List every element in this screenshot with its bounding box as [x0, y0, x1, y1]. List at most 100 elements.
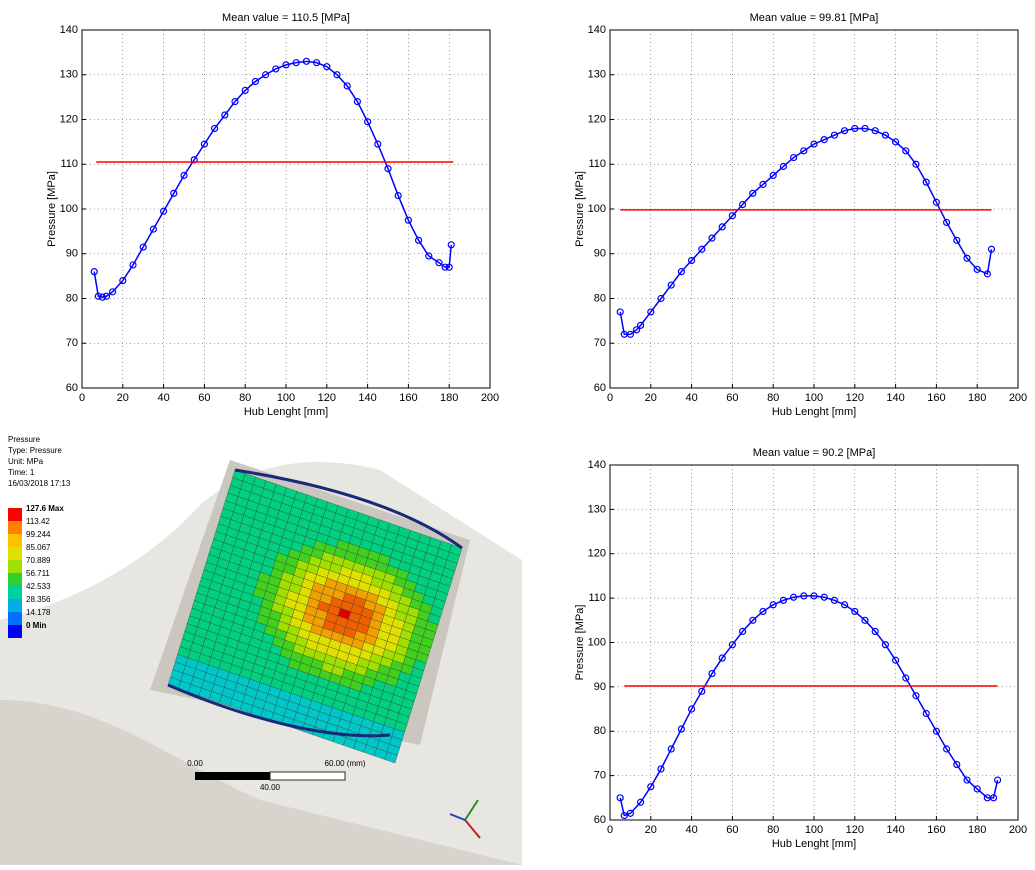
x-tick-label: 140: [886, 824, 904, 836]
x-tick-label: 0: [607, 392, 613, 404]
y-tick-label: 110: [588, 592, 606, 604]
legend-label: 42.533: [26, 582, 51, 591]
x-tick-label: 160: [399, 392, 417, 404]
x-tick-label: 40: [685, 392, 697, 404]
x-tick-label: 60: [726, 392, 738, 404]
x-axis-label: Hub Lenght [mm]: [772, 406, 856, 418]
fea-header-line: Type: Pressure: [8, 446, 62, 455]
legend-label: 56.711: [26, 569, 50, 578]
legend-swatch: [8, 612, 22, 625]
x-tick-label: 0: [607, 824, 613, 836]
x-tick-label: 200: [1009, 824, 1027, 836]
page: {"chart_data": [ {"type": "line", "title…: [0, 0, 1035, 870]
x-tick-label: 120: [846, 824, 864, 836]
y-tick-label: 120: [60, 113, 78, 125]
x-tick-label: 120: [318, 392, 336, 404]
y-tick-label: 80: [594, 292, 606, 304]
x-tick-label: 100: [805, 824, 823, 836]
y-axis-label: Pressure [MPa]: [46, 171, 58, 247]
scale-bar: [195, 772, 270, 780]
x-tick-label: 160: [927, 392, 945, 404]
x-tick-label: 180: [968, 392, 986, 404]
x-tick-label: 200: [1009, 392, 1027, 404]
y-tick-label: 100: [588, 203, 606, 215]
legend-label: 113.42: [26, 517, 50, 526]
legend-swatch: [8, 560, 22, 573]
x-tick-label: 20: [645, 824, 657, 836]
y-tick-label: 80: [66, 292, 78, 304]
y-tick-label: 60: [594, 814, 606, 826]
legend-swatch: [8, 586, 22, 599]
y-tick-label: 110: [60, 158, 78, 170]
chart: 0204060801001201401601802006070809010011…: [46, 12, 499, 418]
y-tick-label: 100: [60, 203, 78, 215]
chart-title: Mean value = 110.5 [MPa]: [222, 12, 350, 24]
y-tick-label: 140: [588, 24, 606, 36]
y-tick-label: 90: [594, 248, 606, 260]
fea-header-line: Unit: MPa: [8, 457, 44, 466]
chart: 0 20 40 60 80 100 120 140 160 180 200 60 70 80 90 100 11…: [574, 12, 1027, 418]
x-tick-label: 100: [805, 392, 823, 404]
legend-label: 99.244: [26, 530, 51, 539]
x-tick-label: 140: [886, 392, 904, 404]
y-tick-label: 100: [588, 636, 606, 648]
chart-title: Mean value = 90.2 [MPa]: [753, 447, 876, 459]
y-axis-label: Pressure [MPa]: [574, 605, 586, 681]
x-tick-label: 100: [277, 392, 295, 404]
x-tick-label: 80: [239, 392, 251, 404]
x-tick-label: 80: [767, 824, 779, 836]
x-tick-label: 40: [685, 824, 697, 836]
y-tick-label: 60: [594, 382, 606, 394]
legend-label: 70.889: [26, 556, 51, 565]
y-tick-label: 130: [588, 503, 606, 515]
legend-swatch: [8, 573, 22, 586]
y-tick-label: 130: [588, 69, 606, 81]
x-tick-label: 60: [198, 392, 210, 404]
legend-swatch: [8, 547, 22, 560]
x-axis-label: Hub Lenght [mm]: [772, 838, 856, 850]
legend-label: 85.067: [26, 543, 51, 552]
x-tick-label: 80: [767, 392, 779, 404]
y-tick-label: 110: [588, 158, 606, 170]
x-tick-label: 200: [481, 392, 499, 404]
figure: Pressure Type: Pressure Unit: MPa Time: 1 16…: [0, 0, 1035, 865]
x-axis-label: Hub Lenght [mm]: [244, 406, 328, 418]
legend-label: 127.6 Max: [26, 504, 64, 513]
y-tick-label: 120: [588, 113, 606, 125]
y-tick-label: 70: [66, 337, 78, 349]
x-tick-label: 120: [846, 392, 864, 404]
y-tick-label: 80: [594, 725, 606, 737]
chart-title: Mean value = 99.81 [MPa]: [750, 12, 879, 24]
legend-swatch: [8, 508, 22, 521]
fea-header-line: Time: 1: [8, 468, 35, 477]
x-tick-label: 180: [968, 824, 986, 836]
x-tick-label: 180: [440, 392, 458, 404]
y-tick-label: 70: [594, 337, 606, 349]
y-tick-label: 60: [66, 382, 78, 394]
x-tick-label: 20: [645, 392, 657, 404]
legend-label: 0 Min: [26, 621, 47, 630]
x-tick-label: 140: [358, 392, 376, 404]
legend-swatch: [8, 599, 22, 612]
scale-label: 40.00: [260, 783, 281, 792]
y-tick-label: 70: [594, 770, 606, 782]
y-axis-label: Pressure [MPa]: [574, 171, 586, 247]
legend-label: 14.178: [26, 608, 51, 617]
legend-swatch: [8, 625, 22, 638]
x-tick-label: 160: [927, 824, 945, 836]
fea-header-line: 16/03/2018 17:13: [8, 479, 71, 488]
y-tick-label: 90: [594, 681, 606, 693]
y-tick-label: 90: [66, 248, 78, 260]
legend-swatch: [8, 521, 22, 534]
y-tick-label: 120: [588, 548, 606, 560]
y-tick-label: 140: [588, 459, 606, 471]
x-tick-label: 20: [117, 392, 129, 404]
scale-label: 60.00 (mm): [325, 759, 366, 768]
scale-label: 0.00: [187, 759, 203, 768]
legend-swatch: [8, 534, 22, 547]
fea-header-line: Pressure: [8, 435, 41, 444]
scale-bar: [270, 772, 345, 780]
y-tick-label: 140: [60, 24, 78, 36]
y-tick-label: 130: [60, 69, 78, 81]
